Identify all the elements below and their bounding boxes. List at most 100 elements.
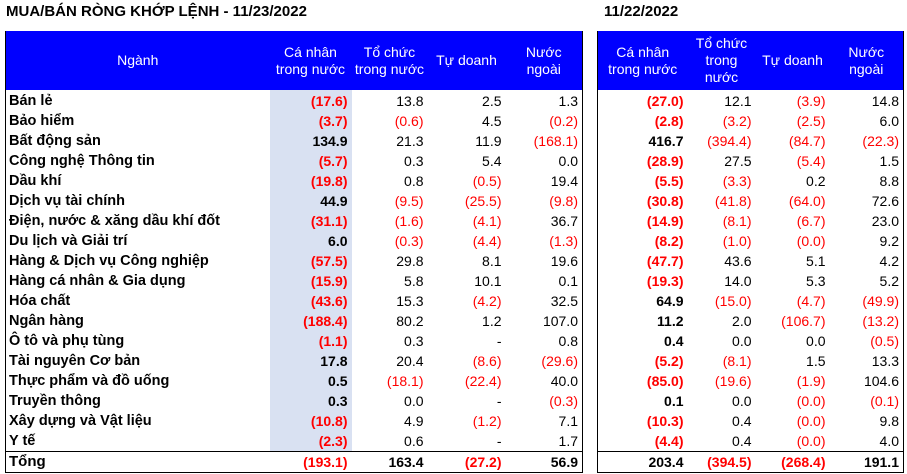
table-row: Điện, nước & xăng dầu khí đốt (31.1) (1.6)… xyxy=(6,211,583,231)
table-row: Dịch vụ tài chính 44.9 (9.5) (25.5) (9.8) xyxy=(6,191,583,211)
cell-institution-domestic: (19.6) xyxy=(714,373,752,389)
table-row: Hàng cá nhân & Gia dụng (15.9) 5.8 10.1 0.1 xyxy=(6,271,583,291)
cell-individual-domestic: (4.4) xyxy=(654,433,684,449)
cell-proprietary: (8.6) xyxy=(472,353,502,369)
sector-name: Truyền thông xyxy=(9,393,101,409)
cell-individual-domestic: 11.2 xyxy=(657,313,684,329)
table-row: Hóa chất (43.6) 15.3 (4.2) 32.5 xyxy=(6,291,583,311)
cell-foreign: (49.9) xyxy=(862,293,899,309)
table-row: Ô tô và phụ tùng (1.1) 0.3 - 0.8 xyxy=(6,331,583,351)
cell-proprietary: (1.9) xyxy=(796,373,826,389)
table-row: (5.5) (3.3) 0.2 8.8 xyxy=(598,171,904,191)
sector-name: Dịch vụ tài chính xyxy=(9,193,126,209)
sector-name: Bất động sản xyxy=(9,133,101,149)
cell-institution-domestic: 27.5 xyxy=(724,153,752,169)
sector-name: Ô tô và phụ tùng xyxy=(9,333,125,349)
cell-individual-domestic: (27.0) xyxy=(646,93,684,109)
cell-individual-domestic: 416.7 xyxy=(648,133,684,149)
sector-name: Hàng & Dịch vụ Công nghiệp xyxy=(9,253,209,269)
cell-proprietary: (0.0) xyxy=(796,433,826,449)
table-row: (4.4) 0.4 (0.0) 4.0 xyxy=(598,431,904,452)
cell-institution-domestic: 5.8 xyxy=(404,273,424,289)
cell-proprietary: (84.7) xyxy=(788,133,826,149)
cell-individual-domestic: (2.3) xyxy=(269,431,352,452)
cell-individual-domestic: 0.4 xyxy=(664,333,684,349)
cell-foreign: 40.0 xyxy=(550,373,578,389)
table-11-22: Cá nhân trong nước Tổ chức trong nước Tự… xyxy=(597,31,904,473)
cell-institution-domestic: 20.4 xyxy=(396,353,424,369)
cell-proprietary: 4.5 xyxy=(482,113,502,129)
cell-foreign: 72.6 xyxy=(871,193,899,209)
cell-proprietary: (2.5) xyxy=(796,113,826,129)
cell-proprietary: - xyxy=(496,393,502,409)
cell-individual-domestic: (193.1) xyxy=(269,451,352,473)
cell-institution-domestic: (15.0) xyxy=(714,293,752,309)
cell-proprietary: (4.7) xyxy=(796,293,826,309)
cell-institution-domestic: (0.6) xyxy=(394,113,424,129)
cell-individual-domestic: (5.2) xyxy=(654,353,684,369)
cell-foreign: 4.0 xyxy=(879,433,899,449)
cell-foreign: 9.2 xyxy=(879,233,899,249)
cell-individual-domestic: 134.9 xyxy=(269,131,352,151)
cell-institution-domestic: 0.6 xyxy=(404,433,424,449)
cell-proprietary: (22.4) xyxy=(464,373,502,389)
title-date-11-22: 11/22/2022 xyxy=(604,3,679,20)
cell-proprietary: - xyxy=(496,333,502,349)
cell-proprietary: (106.7) xyxy=(781,313,826,329)
cell-proprietary: (0.0) xyxy=(796,393,826,409)
table-row: Xây dựng và Vật liệu (10.8) 4.9 (1.2) 7.1 xyxy=(6,411,583,431)
cell-institution-domestic: 13.8 xyxy=(396,93,424,109)
cell-institution-domestic: 0.3 xyxy=(404,153,424,169)
cell-individual-domestic: (85.0) xyxy=(646,373,684,389)
cell-individual-domestic: (188.4) xyxy=(269,311,352,331)
cell-institution-domestic: 14.0 xyxy=(724,273,752,289)
sector-name: Dầu khí xyxy=(9,173,62,189)
cell-foreign: 32.5 xyxy=(550,293,578,309)
cell-foreign: 23.0 xyxy=(871,213,899,229)
cell-proprietary: 2.5 xyxy=(482,93,502,109)
cell-proprietary: 5.3 xyxy=(806,273,826,289)
table-row: Hàng & Dịch vụ Công nghiệp (57.5) 29.8 8.1 1… xyxy=(6,251,583,271)
table-row: 0.1 0.0 (0.0) (0.1) xyxy=(598,391,904,411)
sector-name: Ngân hàng xyxy=(9,313,84,329)
header-row: Cá nhân trong nước Tổ chức trong nước Tự… xyxy=(597,31,904,90)
table-row: 64.9 (15.0) (4.7) (49.9) xyxy=(598,291,904,311)
table-row: Dầu khí (19.8) 0.8 (0.5) 19.4 xyxy=(6,171,583,191)
cell-proprietary: (5.4) xyxy=(796,153,826,169)
cell-institution-domestic: (1.0) xyxy=(722,233,752,249)
cell-individual-domestic: (15.9) xyxy=(269,271,352,291)
cell-institution-domestic: 0.0 xyxy=(732,393,752,409)
cell-proprietary: (64.0) xyxy=(788,193,826,209)
cell-foreign: (1.3) xyxy=(549,233,578,249)
cell-institution-domestic: 0.4 xyxy=(732,433,752,449)
table-row: 416.7 (394.4) (84.7) (22.3) xyxy=(598,131,904,151)
cell-proprietary: (1.2) xyxy=(472,413,502,429)
header-individual-domestic: Cá nhân trong nước xyxy=(269,31,352,90)
cell-individual-domestic: (28.9) xyxy=(646,153,684,169)
total-row: 203.4 (394.5) (268.4) 191.1 xyxy=(597,451,904,473)
cell-individual-domestic: (8.2) xyxy=(654,233,684,249)
cell-individual-domestic: (43.6) xyxy=(269,291,352,311)
table-row: Công nghệ Thông tin (5.7) 0.3 5.4 0.0 xyxy=(6,151,583,171)
cell-foreign: 19.6 xyxy=(550,253,578,269)
cell-institution-domestic: 0.0 xyxy=(404,393,424,409)
table-row: (8.2) (1.0) (0.0) 9.2 xyxy=(598,231,904,251)
table-row: Y tế (2.3) 0.6 - 1.7 xyxy=(6,431,583,452)
sector-name: Tài nguyên Cơ bản xyxy=(9,353,141,369)
cell-foreign: 36.7 xyxy=(550,213,578,229)
cell-individual-domestic: 17.8 xyxy=(269,351,352,371)
table-row: Thực phẩm và đồ uống 0.5 (18.1) (22.4) 40.0 xyxy=(6,371,583,391)
header-proprietary: Tự doanh xyxy=(755,31,830,90)
sector-name: Y tế xyxy=(9,433,36,449)
table-row: Du lịch và Giải trí 6.0 (0.3) (4.4) (1.3) xyxy=(6,231,583,251)
cell-institution-domestic: (394.5) xyxy=(687,451,756,473)
cell-foreign: 4.2 xyxy=(879,253,899,269)
cell-proprietary: (6.7) xyxy=(796,213,826,229)
cell-foreign: (0.3) xyxy=(549,393,578,409)
sector-name: Bảo hiểm xyxy=(9,113,75,129)
total-row: Tổng (193.1) 163.4 (27.2) 56.9 xyxy=(5,451,583,473)
cell-foreign: 56.9 xyxy=(505,451,583,473)
cell-foreign: 8.8 xyxy=(879,173,899,189)
cell-institution-domestic: (3.3) xyxy=(722,173,752,189)
table-row: Bất động sản 134.9 21.3 11.9 (168.1) xyxy=(6,131,583,151)
